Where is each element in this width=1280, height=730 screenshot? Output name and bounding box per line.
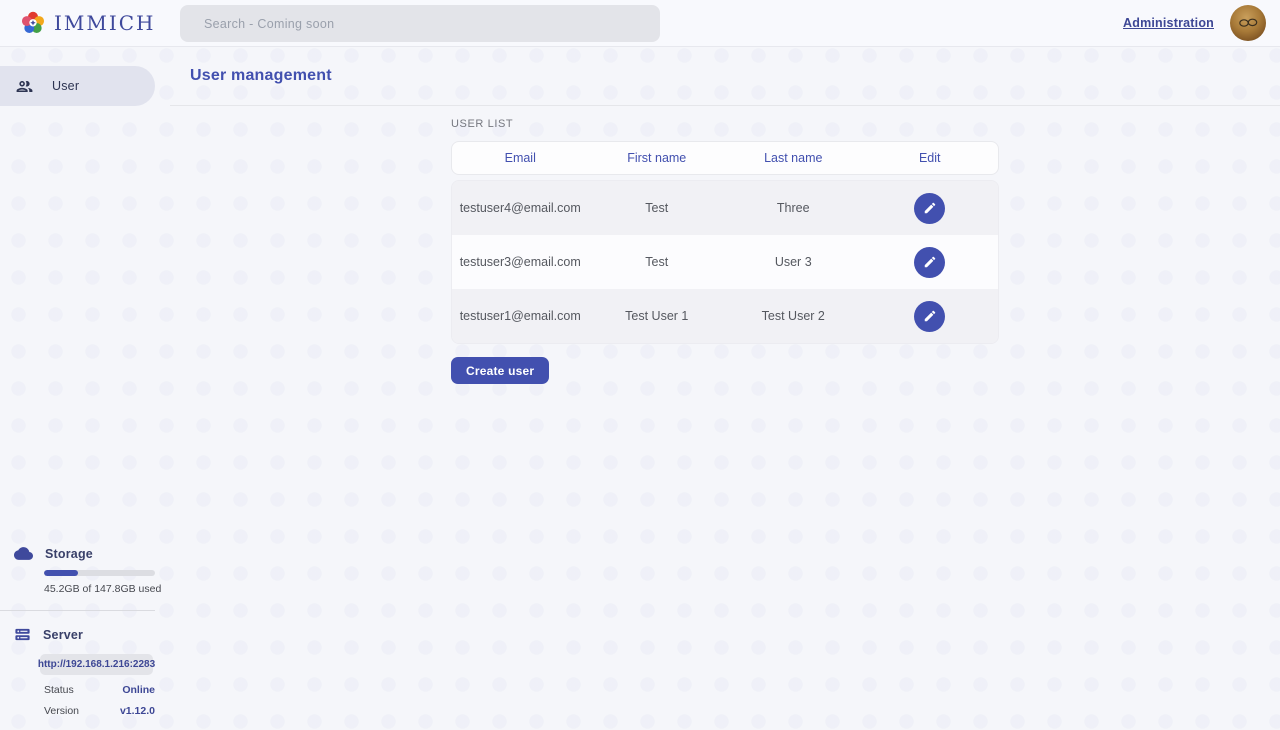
row-email: testuser3@email.com xyxy=(459,255,581,269)
sidebar-footer: Storage 45.2GB of 147.8GB used xyxy=(0,544,170,717)
sidebar-divider xyxy=(0,610,155,611)
row-first-name: Test xyxy=(645,255,669,269)
user-list-label: USER LIST xyxy=(451,118,514,130)
brand-wordmark: IMMICH xyxy=(54,11,156,35)
pencil-icon xyxy=(924,202,936,214)
storage-usage-text: 45.2GB of 147.8GB used xyxy=(44,583,162,595)
storage-progress-fill xyxy=(44,570,78,576)
sidebar-item-user[interactable]: User xyxy=(0,66,155,106)
top-navbar: IMMICH Administration xyxy=(0,0,1280,47)
row-email: testuser4@email.com xyxy=(459,201,581,215)
table-row: testuser4@email.com Test Three xyxy=(452,181,998,235)
row-email: testuser1@email.com xyxy=(459,309,581,323)
user-rows: testuser4@email.com Test Three testuser3… xyxy=(451,180,999,344)
version-value: v1.12.0 xyxy=(119,705,155,717)
row-last-name: Test User 2 xyxy=(761,309,825,323)
column-header-first-name: First name xyxy=(627,151,687,165)
server-status-row: Status Online xyxy=(44,684,155,696)
server-title: Server xyxy=(43,627,84,642)
row-first-name: Test User 1 xyxy=(625,309,689,323)
storage-progress-bar xyxy=(44,570,155,576)
row-last-name: Three xyxy=(776,201,810,215)
page-title: User management xyxy=(190,67,332,84)
admin-sidebar: User Storage 45.2GB of 147.8GB used xyxy=(0,47,170,729)
status-value: Online xyxy=(122,684,155,696)
glasses-photo xyxy=(1239,18,1258,27)
server-version-row: Version v1.12.0 xyxy=(44,705,155,717)
edit-user-button[interactable] xyxy=(914,192,946,224)
create-user-button[interactable]: Create user xyxy=(451,357,550,384)
server-section-header: Server xyxy=(0,626,170,643)
brand-logo[interactable]: IMMICH xyxy=(20,10,156,36)
pencil-icon xyxy=(924,256,936,268)
row-first-name: Test xyxy=(645,201,669,215)
edit-user-button[interactable] xyxy=(914,246,946,278)
cloud-icon xyxy=(14,544,33,563)
column-header-edit: Edit xyxy=(918,151,941,165)
search-input[interactable] xyxy=(180,5,660,42)
storage-title: Storage xyxy=(45,546,93,561)
user-avatar[interactable] xyxy=(1230,5,1266,41)
column-header-email: Email xyxy=(504,151,536,165)
storage-section-header: Storage xyxy=(0,544,170,563)
pencil-icon xyxy=(924,310,936,322)
navbar-right: Administration xyxy=(1123,5,1266,41)
row-edit-cell xyxy=(862,300,999,332)
users-icon xyxy=(15,77,34,96)
table-row: testuser1@email.com Test User 1 Test Use… xyxy=(452,289,998,343)
administration-link[interactable]: Administration xyxy=(1123,16,1214,30)
table-row: testuser3@email.com Test User 3 xyxy=(452,235,998,289)
server-url-badge: http://192.168.1.216:2283 xyxy=(38,654,155,675)
row-edit-cell xyxy=(862,192,999,224)
row-last-name: User 3 xyxy=(774,255,812,269)
row-edit-cell xyxy=(862,246,999,278)
main-content: User management USER LIST Email First na… xyxy=(170,47,1280,729)
column-header-last-name: Last name xyxy=(764,151,823,165)
page-title-bar: User management xyxy=(170,47,1280,106)
status-label: Status xyxy=(44,684,74,696)
version-label: Version xyxy=(44,705,80,717)
server-icon xyxy=(14,626,31,643)
sidebar-item-user-label: User xyxy=(52,79,80,93)
edit-user-button[interactable] xyxy=(914,300,946,332)
user-table-header: Email First name Last name Edit xyxy=(451,141,999,175)
immich-flower-icon xyxy=(20,10,46,36)
user-list-section: USER LIST Email First name Last name Edi… xyxy=(451,106,999,384)
